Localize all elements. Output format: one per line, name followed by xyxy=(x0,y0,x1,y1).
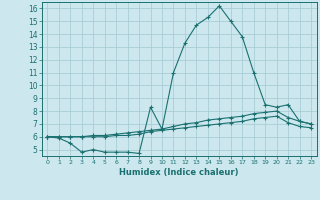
X-axis label: Humidex (Indice chaleur): Humidex (Indice chaleur) xyxy=(119,168,239,177)
